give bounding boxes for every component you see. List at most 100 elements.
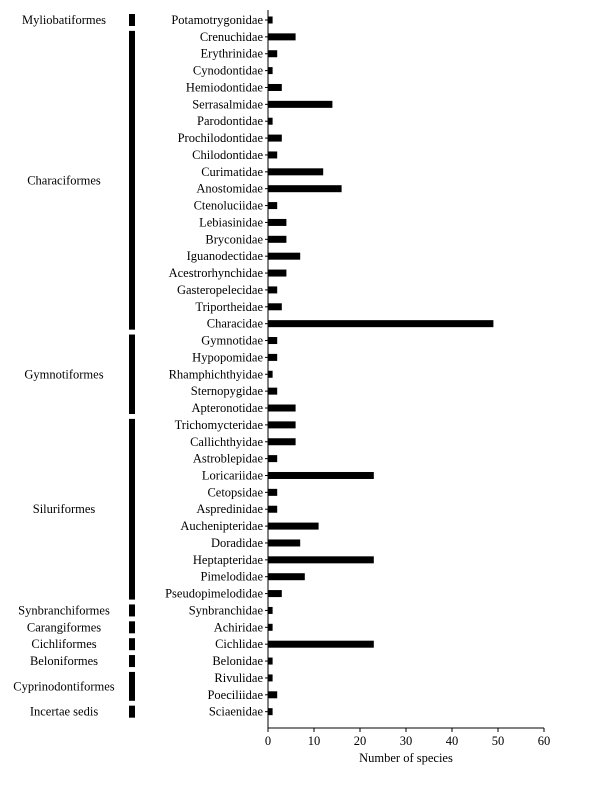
family-label: Loricariidae	[202, 468, 264, 482]
order-label: Carangiformes	[27, 620, 101, 634]
family-label: Cichlidae	[215, 637, 263, 651]
order-bracket	[129, 655, 135, 668]
family-label: Apteronotidae	[191, 401, 263, 415]
bar	[268, 50, 278, 58]
order-label: Gymnotiformes	[24, 367, 103, 381]
bar	[268, 438, 296, 446]
bar	[268, 471, 374, 479]
bar	[268, 117, 273, 125]
family-label: Achiridae	[214, 620, 264, 634]
bar	[268, 573, 305, 581]
bar	[268, 657, 273, 665]
bar	[268, 83, 282, 91]
bar	[268, 202, 278, 210]
bar	[268, 404, 296, 412]
family-label: Rhamphichthyidae	[169, 367, 264, 381]
family-label: Curimatidae	[201, 165, 263, 179]
bar	[268, 606, 273, 614]
x-tick-label: 10	[308, 734, 321, 748]
bar	[268, 67, 273, 75]
bar	[268, 691, 278, 699]
family-label: Heptapteridae	[193, 553, 264, 567]
family-label: Pimelodidae	[201, 570, 264, 584]
family-label: Anostomidae	[196, 182, 263, 196]
family-label: Parodontidae	[197, 114, 263, 128]
bar	[268, 421, 296, 429]
x-tick-label: 30	[400, 734, 413, 748]
order-bracket	[129, 621, 135, 634]
order-label: Beloniformes	[30, 654, 98, 668]
bar	[268, 640, 374, 648]
x-tick-label: 50	[492, 734, 505, 748]
family-label: Pseudopimelodidae	[165, 587, 263, 601]
family-label: Triportheidae	[195, 300, 263, 314]
x-tick-label: 0	[265, 734, 271, 748]
family-label: Iguanodectidae	[187, 249, 264, 263]
order-label: Siluriformes	[33, 502, 96, 516]
family-label: Hemiodontidae	[186, 80, 264, 94]
order-label: Synbranchiformes	[18, 603, 110, 617]
family-label: Sternopygidae	[191, 384, 264, 398]
family-label: Astroblepidae	[193, 452, 264, 466]
bar	[268, 505, 278, 513]
order-bracket	[129, 334, 135, 415]
bar	[268, 337, 278, 345]
order-bracket	[129, 14, 135, 26]
family-label: Hypopomidae	[192, 350, 263, 364]
family-label: Sciaenidae	[209, 705, 264, 719]
bar	[268, 303, 282, 311]
bar	[268, 387, 278, 395]
order-label: Incertae sedis	[30, 705, 99, 719]
bar	[268, 708, 273, 716]
family-label: Poeciliidae	[207, 688, 263, 702]
bar	[268, 488, 278, 496]
family-label: Auchenipteridae	[180, 519, 263, 533]
bar	[268, 218, 287, 226]
bar	[268, 151, 278, 159]
bar	[268, 33, 296, 41]
bar	[268, 455, 278, 463]
family-label: Callichthyidae	[190, 435, 263, 449]
order-bracket	[129, 671, 135, 701]
order-label: Characiformes	[27, 173, 101, 187]
family-label: Cynodontidae	[193, 64, 264, 78]
x-tick-label: 60	[538, 734, 551, 748]
family-label: Belonidae	[212, 654, 263, 668]
family-label: Serrasalmidae	[192, 97, 263, 111]
x-tick-label: 40	[446, 734, 459, 748]
x-tick-label: 20	[354, 734, 367, 748]
family-label: Prochilodontidae	[178, 131, 264, 145]
family-label: Synbranchidae	[189, 603, 264, 617]
family-label: Gasteropelecidae	[177, 283, 264, 297]
family-label: Bryconidae	[205, 232, 263, 246]
bar	[268, 353, 278, 361]
order-bracket	[129, 418, 135, 600]
bar	[268, 674, 273, 682]
family-label: Acestrorhynchidae	[169, 266, 264, 280]
family-label: Cetopsidae	[207, 485, 263, 499]
order-label: Cyprinodontiformes	[13, 679, 115, 693]
family-label: Characidae	[207, 317, 264, 331]
bar	[268, 269, 287, 277]
family-label: Chilodontidae	[192, 148, 263, 162]
order-bracket	[129, 30, 135, 330]
bar	[268, 522, 319, 530]
bar	[268, 252, 301, 260]
family-label: Gymnotidae	[201, 334, 263, 348]
bar	[268, 370, 273, 378]
order-bracket	[129, 638, 135, 651]
order-label: Myliobatiformes	[22, 13, 106, 27]
family-label: Trichomycteridae	[175, 418, 264, 432]
bar	[268, 168, 324, 176]
family-label: Erythrinidae	[201, 47, 264, 61]
order-bracket	[129, 705, 135, 718]
bar	[268, 235, 287, 243]
family-label: Potamotrygonidae	[171, 13, 263, 27]
order-label: Cichliformes	[31, 637, 96, 651]
family-label: Rivulidae	[214, 671, 263, 685]
family-label: Ctenoluciidae	[194, 199, 264, 213]
order-bracket	[129, 604, 135, 617]
bar	[268, 286, 278, 294]
x-axis-title: Number of species	[359, 751, 453, 765]
